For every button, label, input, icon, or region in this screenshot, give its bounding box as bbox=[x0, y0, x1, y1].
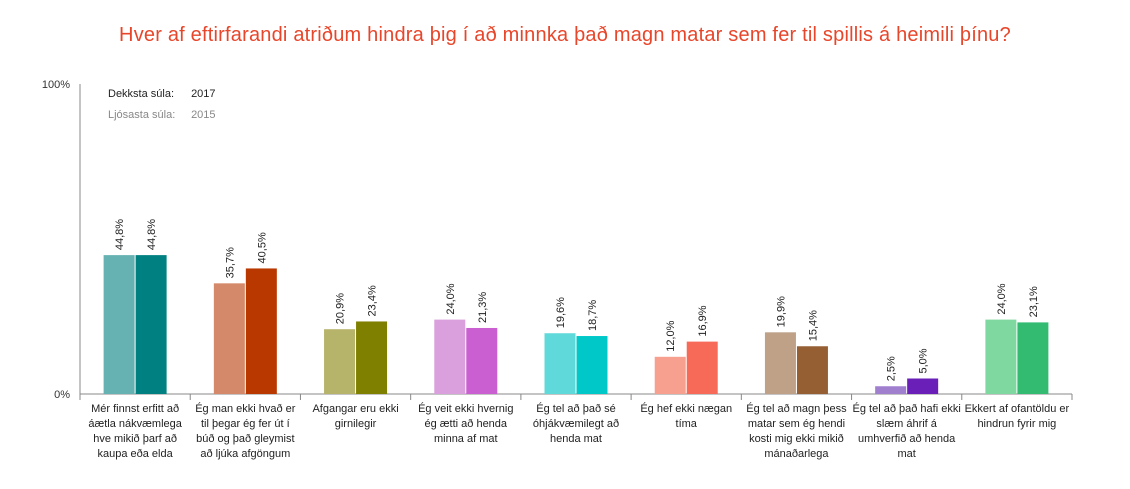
category-label: Mér finnst erfitt að áætla nákvæmlega hv… bbox=[88, 403, 182, 460]
category-label: Ég tel að það hafi ekki slæm áhrif á umh… bbox=[852, 403, 961, 460]
data-label: 12,0% bbox=[665, 320, 677, 351]
legend-light-value: 2015 bbox=[191, 109, 216, 121]
data-label: 40,5% bbox=[256, 232, 268, 263]
bar-2017 bbox=[245, 268, 277, 394]
bar-2015 bbox=[654, 356, 686, 394]
bar-2015 bbox=[434, 319, 466, 394]
bar-2015 bbox=[764, 332, 796, 394]
data-label: 16,9% bbox=[697, 305, 709, 336]
bar-2015 bbox=[103, 255, 135, 394]
bar-2017 bbox=[686, 341, 718, 394]
y-tick-label: 0% bbox=[54, 389, 70, 401]
data-label: 44,8% bbox=[114, 219, 126, 250]
data-label: 44,8% bbox=[146, 219, 158, 250]
data-label: 15,4% bbox=[807, 310, 819, 341]
legend-dark-value: 2017 bbox=[191, 88, 216, 100]
category-label: Ég tel að magn þess matar sem ég hendi k… bbox=[746, 403, 847, 460]
bar-2017 bbox=[466, 327, 498, 394]
y-tick-label: 100% bbox=[42, 79, 70, 91]
bar-2017 bbox=[907, 378, 939, 394]
data-label: 35,7% bbox=[224, 247, 236, 278]
category-label: Ég tel að það sé óhjákvæmilegt að henda … bbox=[532, 403, 620, 445]
category-label: Ég hef ekki nægan tíma bbox=[640, 403, 733, 430]
legend-light-label: Ljósasta súla: bbox=[108, 109, 176, 121]
bar-2015 bbox=[213, 283, 245, 394]
data-label: 23,1% bbox=[1028, 286, 1040, 317]
bar-2015 bbox=[544, 333, 576, 394]
data-label: 23,4% bbox=[367, 285, 379, 316]
legend-dark-label: Dekksta súla: bbox=[108, 88, 175, 100]
bar-2017 bbox=[135, 255, 167, 394]
bar-2017 bbox=[1017, 322, 1049, 394]
legend-dark: Dekksta súla: 2017 bbox=[108, 88, 216, 100]
category-label: Ég man ekki hvað er til þegar ég fer út … bbox=[195, 403, 296, 460]
data-label: 21,3% bbox=[477, 292, 489, 323]
data-label: 24,0% bbox=[445, 283, 457, 314]
bar-2015 bbox=[985, 319, 1017, 394]
data-label: 18,7% bbox=[587, 300, 599, 331]
bar-2017 bbox=[356, 321, 388, 394]
bar-2017 bbox=[576, 336, 608, 394]
data-label: 20,9% bbox=[335, 293, 347, 324]
chart-title: Hver af eftirfarandi atriðum hindra þig … bbox=[119, 24, 1011, 46]
data-label: 19,6% bbox=[555, 297, 567, 328]
data-label: 19,9% bbox=[775, 296, 787, 327]
category-label: Afgangar eru ekki girnilegir bbox=[312, 403, 399, 430]
category-label: Ég veit ekki hvernig ég ætti að henda mi… bbox=[418, 403, 514, 445]
data-label: 5,0% bbox=[918, 348, 930, 373]
bar-2015 bbox=[324, 329, 356, 394]
bar-2015 bbox=[875, 386, 907, 394]
legend-light: Ljósasta súla: 2015 bbox=[108, 109, 216, 121]
data-label: 2,5% bbox=[886, 356, 898, 381]
category-label: Ekkert af ofantöldu er hindrun fyrir mig bbox=[964, 403, 1070, 430]
bar-2017 bbox=[796, 346, 828, 394]
data-label: 24,0% bbox=[996, 283, 1008, 314]
